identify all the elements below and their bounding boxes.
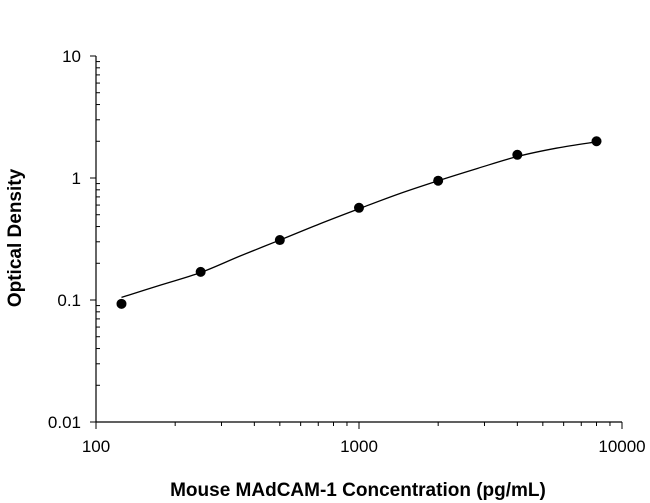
- data-point: [591, 136, 602, 147]
- y-tick-label: 0.01: [48, 413, 81, 432]
- x-tick-label: 10000: [598, 437, 645, 456]
- y-axis-title: Optical Density: [5, 168, 26, 307]
- y-tick-label: 1: [72, 169, 81, 188]
- data-point: [512, 149, 523, 160]
- x-tick-label: 100: [82, 437, 110, 456]
- fit-curve-line: [121, 141, 597, 299]
- data-point: [116, 298, 127, 309]
- data-point: [433, 175, 444, 186]
- x-axis-title: Mouse MAdCAM-1 Concentration (pg/mL): [170, 480, 546, 501]
- axes-layer: 100 1000 10000 0.01 0.1 1 10: [48, 47, 646, 456]
- data-point: [274, 235, 285, 246]
- data-point: [195, 266, 206, 277]
- y-tick-label: 0.1: [57, 291, 81, 310]
- curve-layer: [121, 141, 597, 299]
- y-tick-label: 10: [62, 47, 81, 66]
- data-point: [354, 202, 364, 213]
- x-tick-label: 1000: [340, 437, 378, 456]
- points-layer: [116, 136, 602, 309]
